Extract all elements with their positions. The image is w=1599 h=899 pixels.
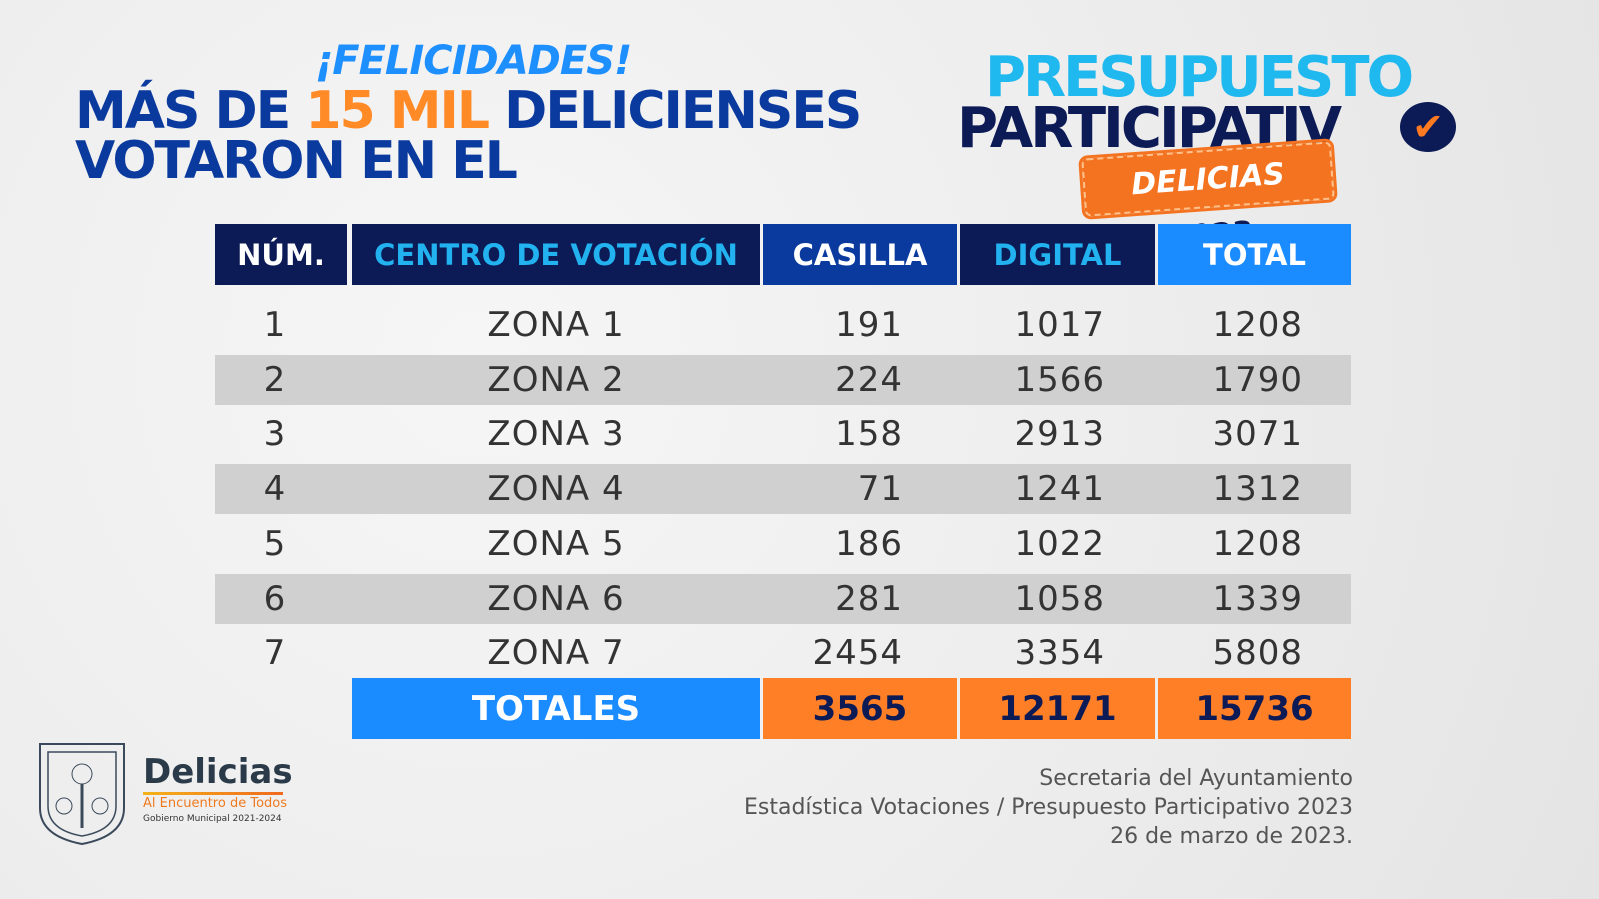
totals-label: TOTALES [352,678,760,739]
row-total: 3071 [1212,414,1303,455]
row-num: 6 [263,578,287,619]
header-digital: DIGITAL [960,224,1155,285]
table-row: 2 ZONA 2 224 1566 1790 [215,354,1351,405]
logo-gov: Gobierno Municipal 2021-2024 [143,814,282,824]
footer-line: Secretaria del Ayuntamiento [1039,766,1353,791]
row-num: 4 [263,469,287,510]
table-row: 1 ZONA 1 191 1017 1208 [215,300,1351,350]
municipal-seal-icon [39,743,125,846]
footer-line: 26 de marzo de 2023. [1110,824,1353,849]
header-casilla: CASILLA [763,224,957,285]
row-num: 7 [263,633,287,674]
row-digital: 2913 [1014,414,1105,455]
row-num: 2 [263,359,287,400]
row-casilla: 281 [835,578,903,619]
table-row: 4 ZONA 4 71 1241 1312 [215,464,1351,515]
felicidades-heading: ¡FELICIDADES! [315,38,632,84]
row-num: 5 [263,523,287,564]
row-total: 1312 [1212,469,1303,510]
row-digital: 1017 [1014,305,1105,345]
row-centro: ZONA 3 [487,414,625,455]
headline-highlight: 15 MIL [305,81,490,141]
row-casilla: 71 [857,469,903,510]
row-centro: ZONA 2 [487,359,625,400]
totals-total: 15736 [1158,678,1351,739]
header-num: NÚM. [215,224,347,285]
logo-divider [143,792,283,795]
row-total: 1208 [1212,523,1303,564]
logo-name: Delicias [143,752,293,792]
row-centro: ZONA 1 [487,305,625,345]
row-casilla: 2454 [812,633,903,674]
row-digital: 1058 [1014,578,1105,619]
table-row: 7 ZONA 7 2454 3354 5808 [215,628,1351,678]
row-centro: ZONA 4 [487,469,625,510]
header-centro: CENTRO DE VOTACIÓN [352,224,760,285]
headline-text: MÁS DE [75,81,306,141]
table-row: 6 ZONA 6 281 1058 1339 [215,573,1351,624]
row-total: 1790 [1212,359,1303,400]
row-centro: ZONA 6 [487,578,625,619]
footer: Secretaria del Ayuntamiento Estadística … [744,764,1353,851]
table-row: 3 ZONA 3 158 2913 3071 [215,409,1351,459]
header-total: TOTAL [1158,224,1351,285]
row-total: 1339 [1212,578,1303,619]
row-total: 1208 [1212,305,1303,345]
row-digital: 1241 [1014,469,1105,510]
totals-casilla: 3565 [763,678,957,739]
brand-line1: PRESUPUESTO [985,45,1414,110]
logo-slogan: Al Encuentro de Todos [143,796,288,811]
row-num: 3 [263,414,287,455]
row-digital: 3354 [1014,633,1105,674]
row-centro: ZONA 5 [487,523,625,564]
row-digital: 1022 [1014,523,1105,564]
row-casilla: 191 [835,305,903,345]
row-num: 1 [263,305,287,345]
row-digital: 1566 [1014,359,1105,400]
row-centro: ZONA 7 [487,633,625,674]
table-row: 5 ZONA 5 186 1022 1208 [215,519,1351,569]
row-casilla: 224 [835,359,903,400]
headline-text: DELICIENSES [488,81,862,141]
badge-word: DELICIAS [1130,156,1286,203]
headline-line2: VOTARON EN EL [75,131,518,191]
row-casilla: 186 [835,523,903,564]
totals-digital: 12171 [960,678,1155,739]
row-total: 5808 [1212,633,1303,674]
headline: MÁS DE 15 MIL DELICIENSES VOTARON EN EL [75,85,862,191]
check-icon: ✔ [1400,102,1456,152]
row-casilla: 158 [835,414,903,455]
footer-line: Estadística Votaciones / Presupuesto Par… [744,795,1353,820]
